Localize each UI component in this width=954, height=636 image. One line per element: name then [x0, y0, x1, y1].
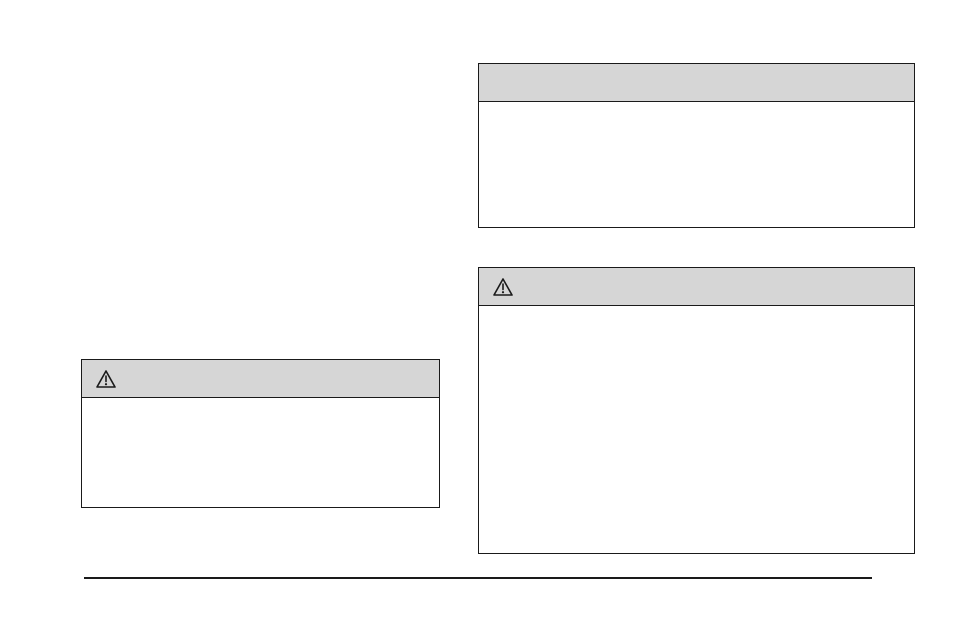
warning-triangle-icon	[493, 278, 513, 296]
callout-header	[82, 360, 439, 398]
callout-box-left	[81, 359, 440, 508]
callout-box-top-right	[478, 63, 915, 228]
horizontal-rule	[84, 577, 872, 579]
warning-triangle-icon	[96, 370, 116, 388]
callout-box-bottom-right	[478, 267, 915, 554]
callout-header	[479, 268, 914, 306]
callout-header	[479, 64, 914, 102]
